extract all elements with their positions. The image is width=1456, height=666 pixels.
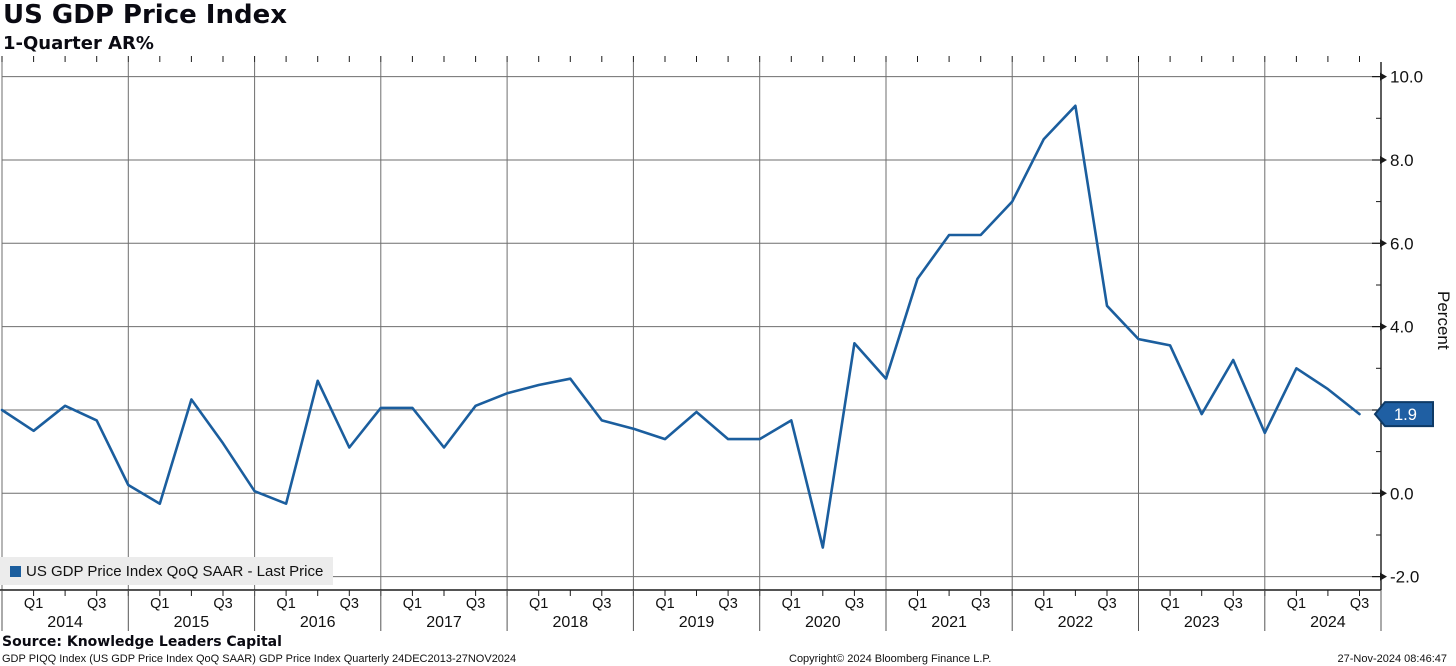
x-label-q1: Q1 bbox=[782, 596, 801, 612]
x-label-q3: Q3 bbox=[592, 596, 611, 612]
y-tick-arrow-icon bbox=[1380, 489, 1387, 498]
x-label-q1: Q1 bbox=[1034, 596, 1053, 612]
y-tick-arrow-icon bbox=[1380, 156, 1387, 164]
last-price-label: 1.9 bbox=[1394, 406, 1417, 424]
x-label-q1: Q1 bbox=[1160, 596, 1179, 612]
y-tick-arrow-icon bbox=[1380, 572, 1387, 581]
x-label-q1: Q1 bbox=[529, 596, 548, 612]
y-tick-arrow-icon bbox=[1380, 239, 1387, 248]
data-series bbox=[0, 104, 1361, 549]
y-axis-ticks: 10.08.06.04.02.00.0-2.0 bbox=[1372, 68, 1423, 587]
footer-description: GDP PIQQ Index (US GDP Price Index QoQ S… bbox=[2, 653, 517, 665]
legend: US GDP Price Index QoQ SAAR - Last Price bbox=[0, 557, 333, 585]
x-label-q1: Q1 bbox=[1287, 596, 1306, 612]
x-label-q3: Q3 bbox=[718, 596, 737, 612]
legend-label: US GDP Price Index QoQ SAAR - Last Price bbox=[26, 562, 324, 580]
y-tick-label: 6.0 bbox=[1390, 234, 1414, 253]
y-tick-label: 10.0 bbox=[1390, 68, 1423, 87]
y-tick-arrow-icon bbox=[1380, 322, 1387, 331]
y-tick-label: 0.0 bbox=[1390, 484, 1414, 503]
year-dividers bbox=[1, 590, 1382, 631]
x-label-year: 2020 bbox=[805, 614, 841, 631]
x-label-q3: Q3 bbox=[340, 596, 359, 612]
x-label-year: 2024 bbox=[1310, 614, 1346, 631]
legend-swatch-icon bbox=[10, 565, 21, 577]
x-label-year: 2016 bbox=[300, 614, 336, 631]
x-label-q3: Q3 bbox=[845, 596, 864, 612]
y-tick-label: 8.0 bbox=[1390, 151, 1414, 170]
x-label-q3: Q3 bbox=[213, 596, 232, 612]
x-label-year: 2021 bbox=[931, 614, 967, 631]
footer-timestamp: 27-Nov-2024 08:46:47 bbox=[1337, 653, 1447, 665]
x-label-q3: Q3 bbox=[971, 596, 990, 612]
v-gridlines bbox=[1, 62, 1266, 590]
y-axis-title: Percent bbox=[1434, 291, 1453, 350]
last-price-badge: 1.9 bbox=[1373, 401, 1434, 428]
footer-source: Source: Knowledge Leaders Capital bbox=[2, 634, 282, 650]
x-label-q1: Q1 bbox=[655, 596, 674, 612]
footer-copyright: Copyright© 2024 Bloomberg Finance L.P. bbox=[789, 653, 992, 665]
x-label-year: 2022 bbox=[1058, 614, 1094, 631]
x-label-q1: Q1 bbox=[908, 596, 927, 612]
axes bbox=[0, 62, 1382, 591]
x-label-year: 2015 bbox=[174, 614, 210, 631]
x-label-year: 2018 bbox=[553, 614, 589, 631]
x-label-q1: Q1 bbox=[276, 596, 295, 612]
x-label-q3: Q3 bbox=[87, 596, 106, 612]
page-subtitle: 1-Quarter AR% bbox=[3, 33, 154, 54]
y-tick-label: -2.0 bbox=[1390, 568, 1419, 587]
x-label-year: 2019 bbox=[679, 614, 715, 631]
quarter-ticks bbox=[1, 56, 1360, 596]
y-tick-arrow-icon bbox=[1380, 72, 1387, 81]
gdp-price-index-line bbox=[0, 104, 1361, 549]
x-label-q1: Q1 bbox=[24, 596, 43, 612]
page-title: US GDP Price Index bbox=[3, 0, 288, 30]
x-label-year: 2023 bbox=[1184, 614, 1220, 631]
x-label-q1: Q1 bbox=[150, 596, 169, 612]
last-price-tag-icon bbox=[1373, 401, 1434, 428]
h-gridlines bbox=[2, 76, 1381, 578]
y-tick-label: 4.0 bbox=[1390, 318, 1414, 337]
x-label-q3: Q3 bbox=[1350, 596, 1369, 612]
x-label-q1: Q1 bbox=[403, 596, 422, 612]
x-label-q3: Q3 bbox=[1097, 596, 1116, 612]
x-label-q3: Q3 bbox=[1224, 596, 1243, 612]
x-label-year: 2017 bbox=[426, 614, 462, 631]
x-label-q3: Q3 bbox=[466, 596, 485, 612]
x-label-year: 2014 bbox=[47, 614, 83, 631]
